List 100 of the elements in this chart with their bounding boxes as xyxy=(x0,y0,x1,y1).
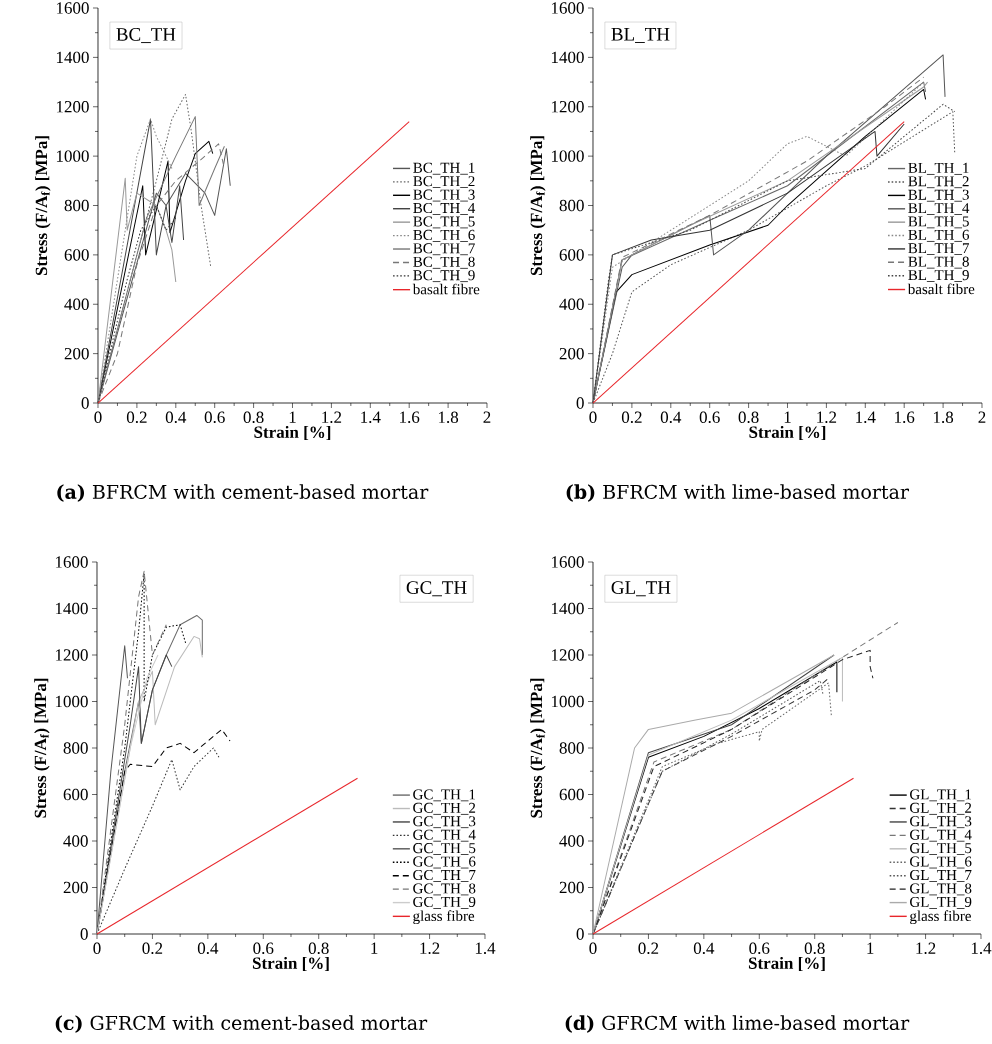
x-tick-label: 0 xyxy=(589,411,597,424)
legend-label: BC_TH_1 xyxy=(413,162,475,175)
x-axis-title: Strain [%] xyxy=(748,956,825,972)
legend-label: BL_TH_1 xyxy=(908,162,969,175)
legend-label: GL_TH_2 xyxy=(910,802,972,815)
legend-label: BC_TH_9 xyxy=(413,270,475,283)
y-tick-label: 1200 xyxy=(551,101,584,113)
legend-label: GL_TH_4 xyxy=(910,829,972,842)
legend-label: GC_TH_1 xyxy=(413,789,476,802)
y-tick-label: 400 xyxy=(63,835,88,847)
legend-label: GL_TH_1 xyxy=(910,789,972,802)
text: (a) BFRCM with cement-based mortar xyxy=(57,484,429,502)
legend-label: GC_TH_2 xyxy=(413,802,476,815)
legend-label: BL_TH_6 xyxy=(908,229,970,242)
x-tick-label: 0.6 xyxy=(253,942,274,955)
x-tick-label: 0.2 xyxy=(126,411,147,424)
x-tick-label: 0.8 xyxy=(243,411,264,424)
x-tick-label: 1 xyxy=(289,411,296,423)
y-tick-label: 1200 xyxy=(55,649,88,661)
legend-label: BC_TH_3 xyxy=(413,189,475,202)
y-tick-label: 1200 xyxy=(56,101,89,113)
y-tick-label: 400 xyxy=(559,835,584,847)
legend-label: glass fibre xyxy=(413,910,475,925)
x-tick-label: 2 xyxy=(483,411,491,423)
x-tick-label: 1 xyxy=(371,942,378,954)
y-tick-label: 1200 xyxy=(551,649,584,661)
x-tick-label: 0.4 xyxy=(693,942,715,955)
y-tick-label: 0 xyxy=(81,397,89,409)
legend-label: BL_TH_5 xyxy=(908,216,969,229)
legend-label: GL_TH_8 xyxy=(910,883,972,896)
y-tick-label: 1000 xyxy=(56,150,89,162)
y-tick-label: 600 xyxy=(559,788,584,801)
legend-label: GL_TH_5 xyxy=(910,843,972,855)
x-tick-label: 0.2 xyxy=(638,942,659,955)
y-tick-label: 1400 xyxy=(551,602,584,615)
y-tick-label: 0 xyxy=(576,928,584,940)
x-tick-label: 1 xyxy=(867,942,874,954)
x-tick-label: 0.6 xyxy=(699,411,720,424)
x-tick-label: 0 xyxy=(93,942,101,955)
y-tick-label: 0 xyxy=(80,928,88,940)
legend-label: BL_TH_7 xyxy=(908,243,970,256)
y-tick-label: 1400 xyxy=(55,602,88,615)
x-tick-label: 0.2 xyxy=(621,411,642,424)
x-tick-label: 1.8 xyxy=(933,411,954,424)
legend-label: BC_TH_4 xyxy=(413,203,476,215)
x-tick-label: 0.4 xyxy=(197,942,219,955)
y-axis-title: Stress (F/A$_{f}$) [MPa] xyxy=(530,678,546,818)
x-tick-label: 0.8 xyxy=(738,411,759,424)
x-tick-label: 1.2 xyxy=(817,411,837,424)
y-tick-label: 200 xyxy=(559,881,584,894)
legend-label: BL_TH_3 xyxy=(908,189,969,202)
text: GL_TH xyxy=(611,581,671,597)
y-tick-label: 1400 xyxy=(56,51,89,64)
x-tick-label: 1.6 xyxy=(895,411,915,424)
x-tick-label: 0.4 xyxy=(660,411,682,424)
legend-label: GL_TH_7 xyxy=(910,869,972,882)
x-tick-label: 0 xyxy=(589,942,597,955)
x-tick-label: 2 xyxy=(978,411,986,423)
y-tick-label: 800 xyxy=(63,742,88,754)
y-tick-label: 800 xyxy=(559,199,584,212)
legend-label: BL_TH_2 xyxy=(908,176,969,189)
y-tick-label: 200 xyxy=(63,881,88,894)
legend-label: GC_TH_3 xyxy=(413,816,476,829)
y-tick-label: 1600 xyxy=(55,556,88,568)
x-tick-label: 1.2 xyxy=(420,942,440,955)
y-axis-title: Stress (F/A$_{f}$) [MPa] xyxy=(34,678,50,818)
x-axis-title: Strain [%] xyxy=(252,956,329,972)
legend-label: BL_TH_8 xyxy=(908,256,969,269)
legend-label: BC_TH_8 xyxy=(413,256,475,269)
legend-label: BL_TH_9 xyxy=(908,270,969,282)
x-axis-title: Strain [%] xyxy=(254,425,331,441)
y-tick-label: 1000 xyxy=(551,695,584,708)
y-tick-label: 600 xyxy=(64,249,89,261)
y-axis-title: Stress (F/A$_{f}$) [MPa] xyxy=(530,136,546,276)
legend-label: GC_TH_5 xyxy=(413,843,476,855)
y-tick-label: 1400 xyxy=(551,51,584,64)
y-tick-label: 1600 xyxy=(56,2,89,14)
x-tick-label: 0.8 xyxy=(308,942,329,955)
x-tick-label: 1.8 xyxy=(438,411,459,424)
x-tick-label: 1.6 xyxy=(400,411,420,424)
y-tick-label: 1600 xyxy=(551,2,584,14)
legend-label: GL_TH_6 xyxy=(910,856,972,869)
legend-label: BC_TH_7 xyxy=(413,243,475,256)
legend-label: GC_TH_8 xyxy=(413,883,476,896)
y-tick-label: 400 xyxy=(64,298,89,310)
y-tick-label: 600 xyxy=(559,249,584,261)
legend-label: basalt fibre xyxy=(907,283,975,295)
y-tick-label: 1000 xyxy=(55,695,88,708)
y-tick-label: 400 xyxy=(559,298,584,310)
text: GC_TH xyxy=(406,581,467,597)
legend-label: BC_TH_2 xyxy=(413,176,475,189)
legend-label: BL_TH_4 xyxy=(908,203,970,215)
x-tick-label: 0.6 xyxy=(204,411,225,424)
legend-label: GL_TH_3 xyxy=(910,816,972,829)
y-tick-label: 600 xyxy=(63,788,88,801)
legend-label: BC_TH_6 xyxy=(413,229,475,242)
x-tick-label: 1.4 xyxy=(971,942,992,954)
text: (d) GFRCM with lime-based mortar xyxy=(565,1015,910,1033)
x-tick-label: 0.8 xyxy=(804,942,825,955)
x-tick-label: 1.2 xyxy=(322,411,342,424)
